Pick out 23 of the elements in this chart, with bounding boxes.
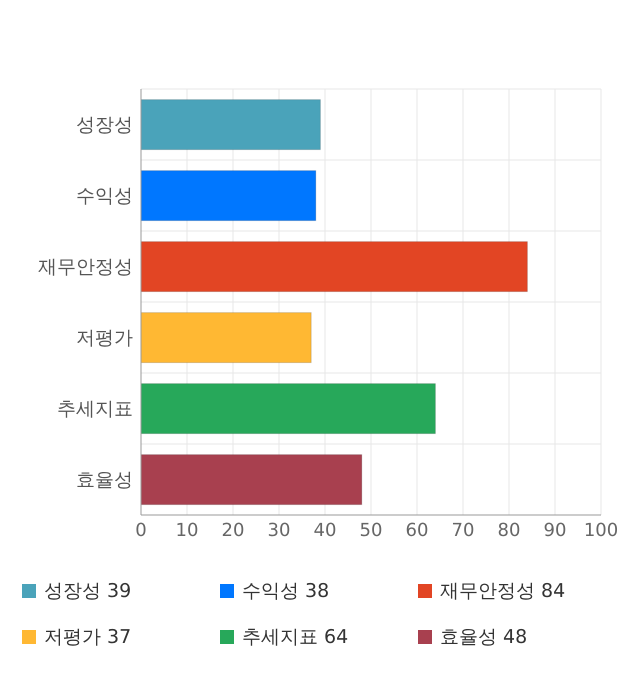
x-tick-label: 0 xyxy=(135,520,147,541)
x-tick-label: 20 xyxy=(222,520,244,541)
x-tick-label: 30 xyxy=(268,520,290,541)
legend-label: 저평가 37 xyxy=(44,625,132,650)
x-tick-label: 60 xyxy=(406,520,428,541)
x-tick-label: 100 xyxy=(584,520,618,541)
y-tick-label: 효율성 xyxy=(76,469,133,492)
y-tick-label: 성장성 xyxy=(76,114,133,136)
legend-label: 성장성 39 xyxy=(44,579,132,604)
x-tick-label: 70 xyxy=(452,520,474,541)
legend-label: 수익성 38 xyxy=(242,579,330,604)
legend-label: 효율성 48 xyxy=(440,625,528,650)
y-tick-label: 추세지표 xyxy=(57,398,133,420)
y-tick-label: 재무안정성 xyxy=(38,256,133,278)
x-tick-label: 90 xyxy=(544,520,566,541)
x-tick-label: 80 xyxy=(498,520,520,541)
x-tick-label: 40 xyxy=(314,520,336,541)
legend-label: 추세지표 64 xyxy=(242,625,348,650)
x-tick-label: 50 xyxy=(360,520,382,541)
legend-label: 재무안정성 84 xyxy=(440,579,566,604)
y-tick-label: 저평가 xyxy=(76,327,133,350)
y-tick-label: 수익성 xyxy=(76,185,133,208)
x-tick-label: 10 xyxy=(176,520,198,541)
